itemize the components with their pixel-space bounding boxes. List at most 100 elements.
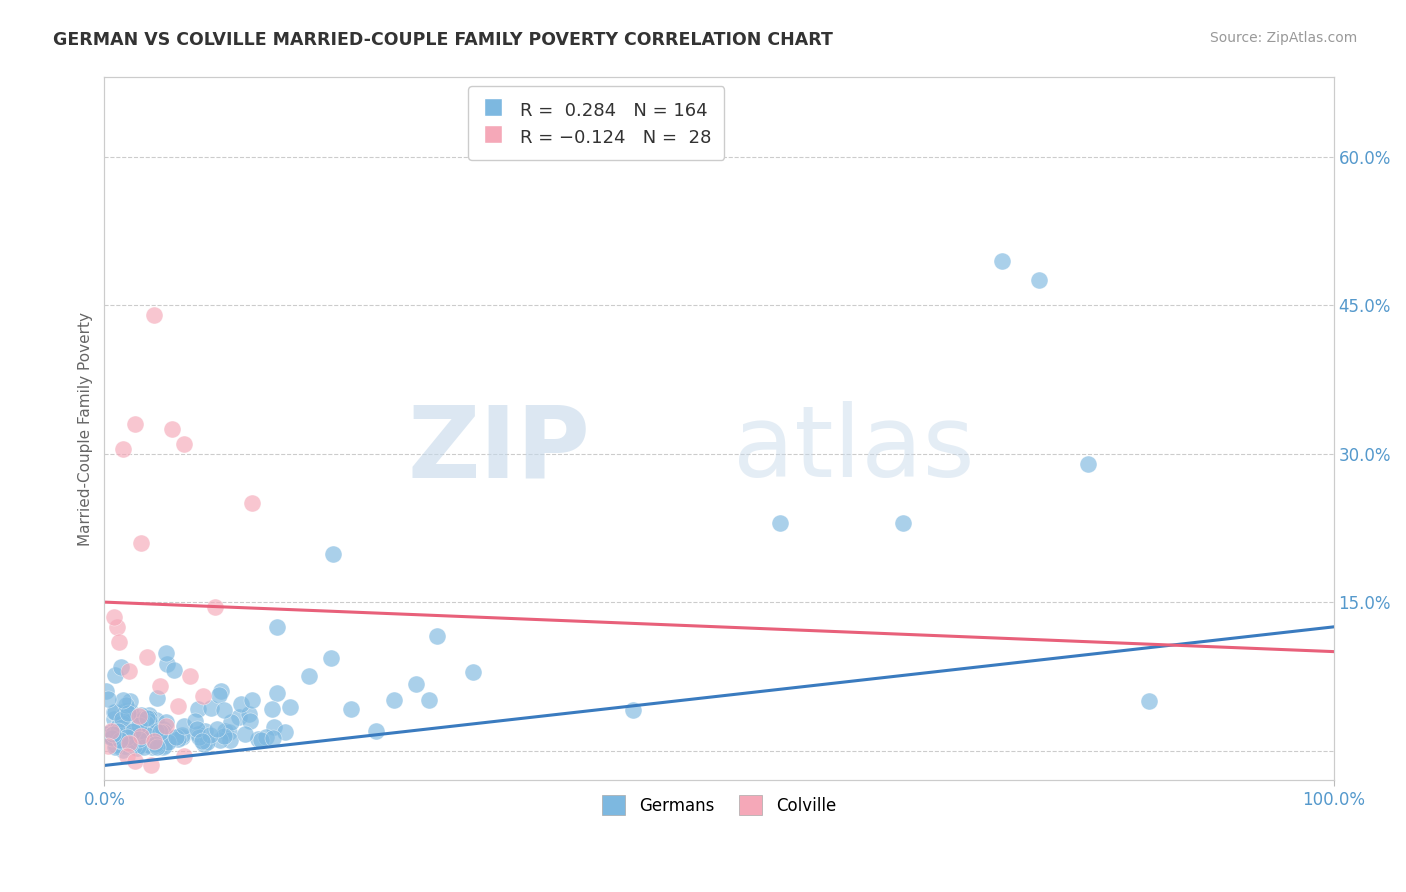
Point — [212, 702, 235, 716]
Point — [135, 716, 157, 731]
Point — [145, 713, 167, 727]
Point — [239, 714, 262, 728]
Point — [142, 308, 165, 322]
Point — [1028, 273, 1050, 287]
Point — [173, 436, 195, 450]
Point — [121, 728, 143, 742]
Point — [110, 723, 132, 738]
Point — [128, 717, 150, 731]
Point — [127, 734, 149, 748]
Point — [160, 422, 183, 436]
Point — [101, 730, 124, 744]
Point — [112, 743, 135, 757]
Point — [186, 723, 208, 737]
Point — [167, 699, 190, 714]
Point — [98, 729, 121, 743]
Point — [156, 734, 179, 748]
Point — [128, 718, 150, 732]
Point — [111, 716, 134, 731]
Point — [118, 665, 141, 679]
Text: atlas: atlas — [734, 401, 974, 499]
Point — [110, 734, 132, 748]
Point — [111, 442, 134, 456]
Point — [142, 735, 165, 749]
Point — [122, 739, 145, 753]
Point — [152, 724, 174, 739]
Point — [138, 714, 160, 728]
Point — [117, 705, 139, 719]
Point — [364, 723, 387, 738]
Point — [129, 535, 152, 549]
Point — [298, 669, 321, 683]
Point — [105, 738, 128, 752]
Point — [97, 691, 120, 706]
Point — [205, 723, 228, 737]
Point — [187, 727, 209, 741]
Point — [111, 723, 134, 737]
Point — [121, 724, 143, 739]
Point — [122, 720, 145, 734]
Point — [179, 669, 201, 683]
Point — [1137, 694, 1160, 708]
Point — [191, 733, 214, 747]
Point — [103, 705, 125, 719]
Point — [112, 693, 135, 707]
Point — [103, 712, 125, 726]
Point — [115, 748, 138, 763]
Point — [111, 733, 134, 747]
Point — [208, 689, 231, 703]
Point — [118, 704, 141, 718]
Text: ZIP: ZIP — [408, 401, 591, 499]
Point — [149, 725, 172, 739]
Point — [112, 711, 135, 725]
Point — [274, 725, 297, 739]
Point — [120, 734, 142, 748]
Point — [249, 733, 271, 747]
Point — [131, 724, 153, 739]
Point — [200, 700, 222, 714]
Point — [128, 734, 150, 748]
Point — [115, 706, 138, 720]
Point — [172, 730, 194, 744]
Point — [194, 724, 217, 739]
Point — [621, 703, 644, 717]
Y-axis label: Married-Couple Family Poverty: Married-Couple Family Poverty — [79, 312, 93, 546]
Point — [127, 739, 149, 754]
Point — [124, 754, 146, 768]
Point — [136, 734, 159, 748]
Point — [145, 723, 167, 738]
Point — [111, 712, 134, 726]
Point — [104, 705, 127, 719]
Point — [129, 724, 152, 739]
Point — [136, 711, 159, 725]
Point — [128, 714, 150, 728]
Point — [108, 733, 131, 747]
Point — [125, 739, 148, 754]
Point — [129, 713, 152, 727]
Point — [155, 719, 177, 733]
Point — [118, 736, 141, 750]
Point — [266, 620, 288, 634]
Point — [382, 693, 405, 707]
Point — [426, 630, 449, 644]
Point — [238, 707, 260, 722]
Point — [120, 738, 142, 752]
Point — [183, 714, 205, 728]
Point — [135, 716, 157, 731]
Legend: Germans, Colville: Germans, Colville — [592, 786, 846, 825]
Point — [146, 691, 169, 706]
Point — [218, 724, 240, 739]
Point — [163, 663, 186, 677]
Point — [129, 725, 152, 739]
Point — [125, 741, 148, 756]
Point — [136, 728, 159, 742]
Point — [100, 723, 122, 738]
Point — [138, 708, 160, 723]
Point — [263, 720, 285, 734]
Point — [418, 693, 440, 707]
Point — [110, 720, 132, 734]
Point — [138, 711, 160, 725]
Point — [104, 740, 127, 755]
Point — [266, 686, 288, 700]
Point — [240, 496, 263, 510]
